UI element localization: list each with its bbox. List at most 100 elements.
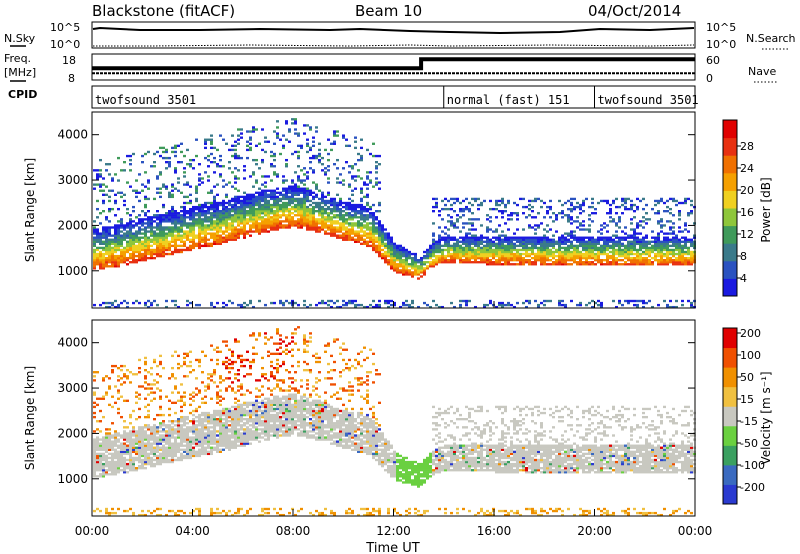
heatmap-cell	[597, 261, 600, 264]
heatmap-cell	[270, 179, 273, 182]
heatmap-cell	[489, 244, 492, 248]
heatmap-cell	[660, 244, 663, 248]
heatmap-cell	[351, 299, 354, 303]
heatmap-cell	[264, 224, 267, 227]
heatmap-cell	[153, 226, 156, 229]
heatmap-cell	[126, 250, 129, 254]
heatmap-cell	[213, 214, 216, 217]
heatmap-cell	[165, 252, 168, 256]
heatmap-cell	[111, 179, 114, 182]
heatmap-cell	[552, 256, 555, 260]
heatmap-cell	[144, 462, 147, 466]
heatmap-cell	[363, 207, 366, 211]
heatmap-cell	[456, 214, 459, 217]
heatmap-cell	[156, 236, 159, 239]
heatmap-cell	[501, 301, 504, 305]
heatmap-cell	[405, 254, 408, 258]
heatmap-cell	[378, 246, 381, 250]
heatmap-cell	[423, 250, 426, 254]
heatmap-cell	[141, 248, 144, 252]
heatmap-cell	[357, 240, 360, 243]
heatmap-cell	[219, 154, 222, 158]
heatmap-cell	[678, 230, 681, 233]
heatmap-cell	[234, 216, 237, 219]
heatmap-cell	[330, 212, 333, 215]
heatmap-cell	[120, 256, 123, 260]
heatmap-cell	[93, 261, 96, 264]
heatmap-cell	[384, 259, 387, 262]
heatmap-cell	[348, 216, 351, 219]
heatmap-cell	[507, 248, 510, 252]
heatmap-cell	[402, 248, 405, 252]
heatmap-cell	[147, 222, 150, 225]
heatmap-cell	[114, 305, 117, 309]
heatmap-cell	[672, 232, 675, 235]
heatmap-cell	[150, 234, 153, 237]
heatmap-cell	[474, 261, 477, 264]
heatmap-cell	[150, 224, 153, 227]
heatmap-cell	[495, 259, 498, 262]
heatmap-cell	[513, 201, 516, 205]
heatmap-cell	[144, 242, 147, 246]
heatmap-cell	[147, 224, 150, 227]
heatmap-cell	[633, 234, 636, 237]
heatmap-cell	[153, 242, 156, 246]
heatmap-cell	[573, 238, 576, 241]
heatmap-cell	[444, 236, 447, 239]
heatmap-cell	[357, 203, 360, 207]
heatmap-cell	[645, 203, 648, 207]
heatmap-cell	[258, 228, 261, 231]
heatmap-cell	[318, 161, 321, 164]
heatmap-cell	[378, 226, 381, 229]
heatmap-cell	[690, 240, 693, 243]
heatmap-cell	[405, 267, 408, 270]
heatmap-cell	[153, 197, 156, 201]
heatmap-cell	[630, 248, 633, 252]
heatmap-cell	[126, 301, 129, 305]
heatmap-cell	[690, 263, 693, 266]
heatmap-cell	[375, 240, 378, 243]
heatmap-cell	[291, 199, 294, 203]
heatmap-cell	[342, 299, 345, 303]
heatmap-cell	[348, 212, 351, 215]
heatmap-cell	[345, 205, 348, 209]
heatmap-cell	[105, 228, 108, 231]
heatmap-cell	[165, 218, 168, 221]
heatmap-cell	[528, 226, 531, 229]
heatmap-cell	[645, 263, 648, 266]
heatmap-cell	[162, 436, 165, 439]
heatmap-cell	[285, 299, 288, 303]
heatmap-cell	[105, 250, 108, 254]
heatmap-cell	[99, 246, 102, 250]
heatmap-cell	[159, 224, 162, 227]
heatmap-cell	[609, 246, 612, 250]
heatmap-cell	[111, 464, 114, 468]
heatmap-cell	[600, 199, 603, 203]
heatmap-cell	[495, 230, 498, 233]
heatmap-cell	[267, 218, 270, 221]
heatmap-cell	[588, 214, 591, 217]
heatmap-cell	[378, 224, 381, 227]
heatmap-cell	[510, 236, 513, 239]
heatmap-cell	[477, 248, 480, 252]
heatmap-cell	[252, 220, 255, 223]
heatmap-cell	[561, 246, 564, 250]
heatmap-cell	[111, 454, 114, 458]
heatmap-cell	[636, 256, 639, 260]
heatmap-cell	[492, 254, 495, 258]
heatmap-cell	[135, 391, 138, 394]
heatmap-cell	[111, 248, 114, 252]
heatmap-cell	[399, 248, 402, 252]
heatmap-cell	[261, 161, 264, 164]
heatmap-cell	[573, 234, 576, 237]
heatmap-cell	[129, 158, 132, 162]
heatmap-cell	[171, 450, 174, 454]
heatmap-cell	[597, 252, 600, 256]
heatmap-cell	[327, 228, 330, 231]
heatmap-cell	[282, 210, 285, 213]
heatmap-cell	[96, 456, 99, 460]
heatmap-cell	[162, 428, 165, 431]
heatmap-cell	[570, 240, 573, 243]
heatmap-cell	[141, 452, 144, 456]
heatmap-cell	[618, 299, 621, 303]
